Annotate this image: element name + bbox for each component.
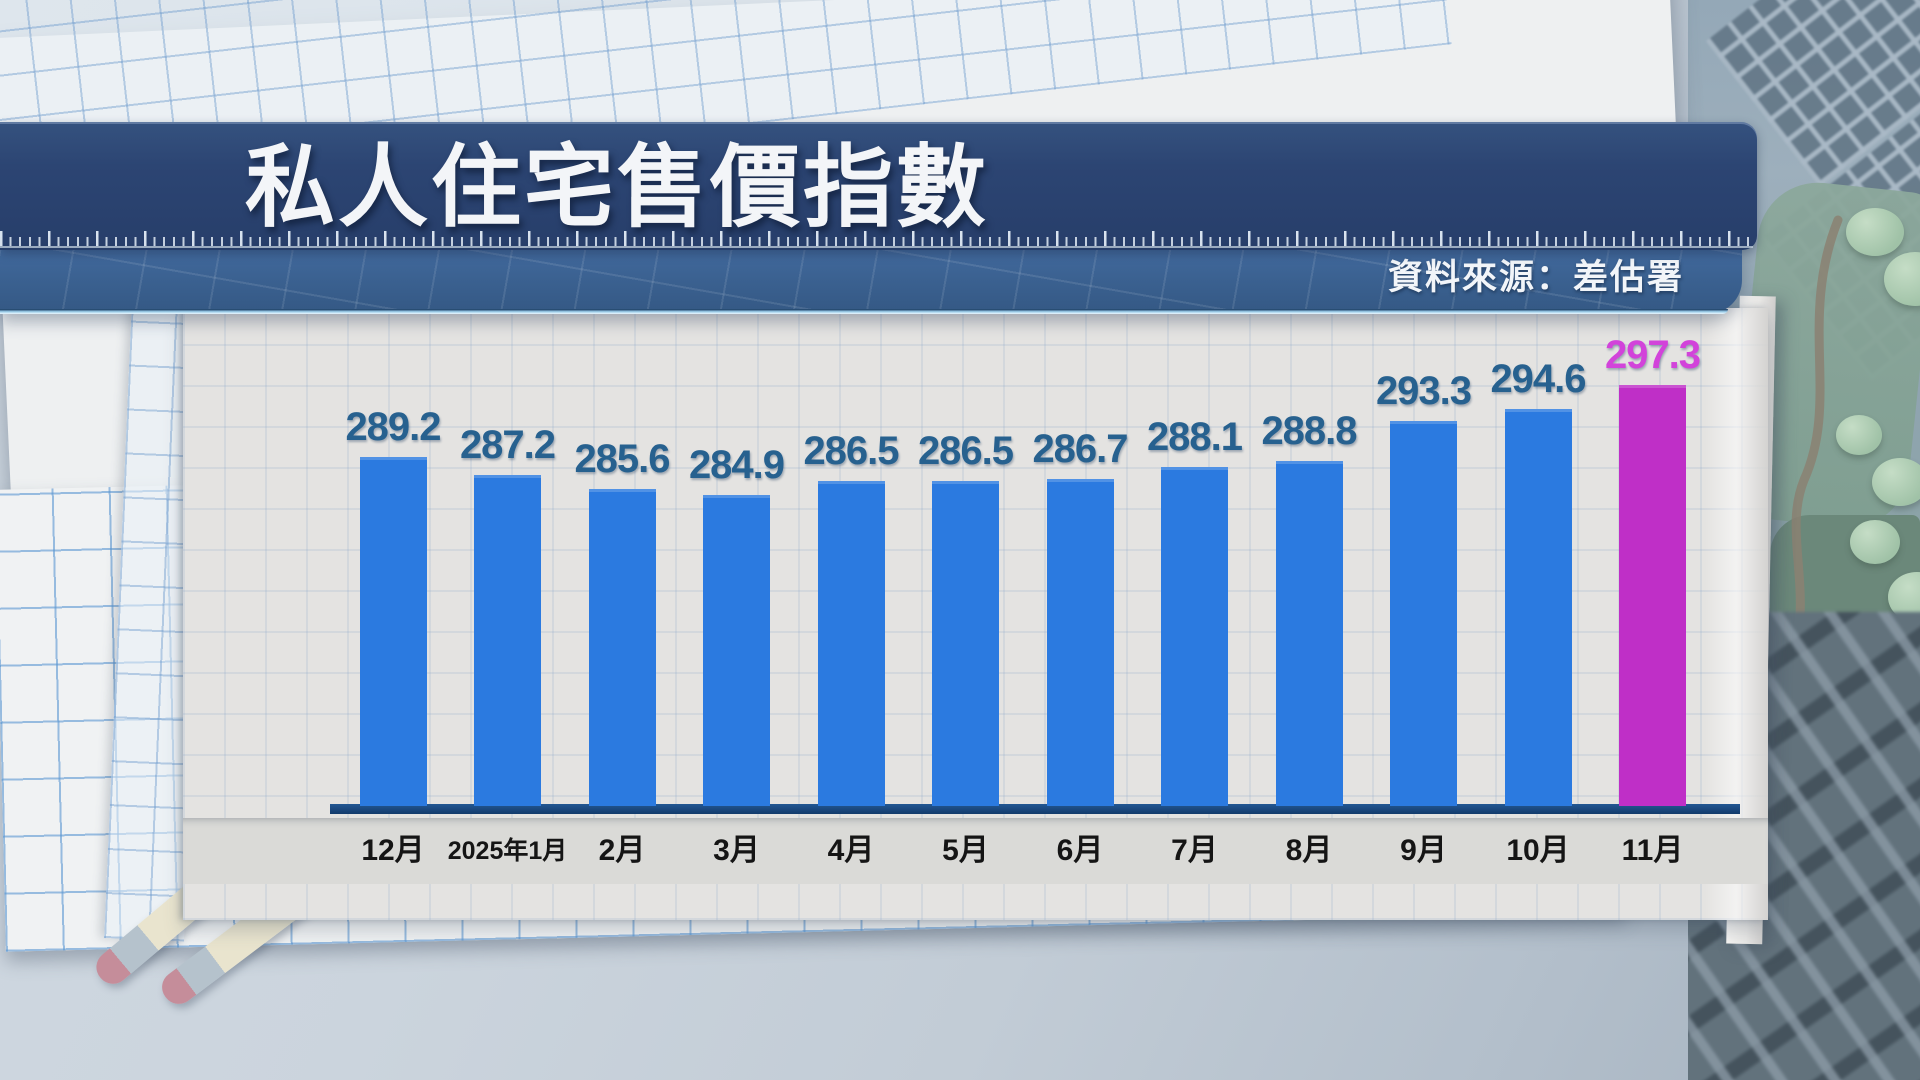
x-axis-line <box>330 804 1740 814</box>
x-axis-label: 10月 <box>1506 834 1570 867</box>
x-axis-label: 5月 <box>942 834 989 867</box>
ruler-baseline-decoration <box>0 246 1753 248</box>
bar-7月 <box>1161 467 1228 806</box>
bar-value-label: 289.2 <box>345 405 441 449</box>
x-axis-label: 7月 <box>1171 834 1218 867</box>
x-axis-label: 2025年1月 <box>447 837 568 865</box>
bar-6月 <box>1046 479 1114 806</box>
bar-value-label: 284.9 <box>688 443 785 487</box>
bar-11月 <box>1619 385 1686 806</box>
bar-value-label: 294.6 <box>1490 357 1586 401</box>
bar-value-label: 286.5 <box>803 429 899 473</box>
x-axis-label: 3月 <box>713 834 760 867</box>
source-label: 資料來源：差估署 <box>1387 258 1684 297</box>
bar-3月 <box>703 495 770 806</box>
bar-value-label: 293.3 <box>1375 369 1472 413</box>
x-axis-label: 9月 <box>1400 834 1447 867</box>
bar-value-label: 288.8 <box>1261 409 1357 453</box>
x-axis-label-strip <box>183 818 1768 884</box>
bar-value-label: 285.6 <box>574 437 670 481</box>
bar-10月 <box>1504 409 1572 806</box>
bar-value-label: 286.5 <box>917 429 1014 473</box>
x-axis-label: 11月 <box>1621 834 1684 867</box>
bar-4月 <box>817 481 885 806</box>
bar-2月 <box>588 489 656 806</box>
ruler-ticks-decoration <box>0 237 1751 246</box>
tree-icon <box>1846 208 1904 256</box>
x-axis-label: 6月 <box>1056 834 1104 867</box>
bar-value-label: 297.3 <box>1604 333 1701 377</box>
x-axis-label: 8月 <box>1285 834 1333 867</box>
bar-12月 <box>359 457 427 806</box>
x-axis-label: 2月 <box>598 834 646 867</box>
bar-value-label: 286.7 <box>1032 427 1128 471</box>
x-axis-label: 12月 <box>361 834 425 867</box>
tree-icon <box>1836 415 1882 455</box>
bar-5月 <box>932 481 999 806</box>
tree-icon <box>1872 458 1920 506</box>
page-title: 私人住宅售價指數 <box>245 138 989 238</box>
bar-value-label: 287.2 <box>459 423 556 467</box>
road-decoration <box>1791 215 1843 655</box>
bar-2025年1月 <box>474 475 541 806</box>
bar-8月 <box>1275 461 1343 806</box>
tree-icon <box>1850 520 1900 564</box>
source-band: 資料來源：差估署 <box>0 246 1742 314</box>
bar-value-label: 288.1 <box>1146 415 1243 459</box>
x-axis-label: 4月 <box>827 834 875 867</box>
bar-9月 <box>1390 421 1457 806</box>
title-banner: 私人住宅售價指數 <box>0 122 1757 250</box>
